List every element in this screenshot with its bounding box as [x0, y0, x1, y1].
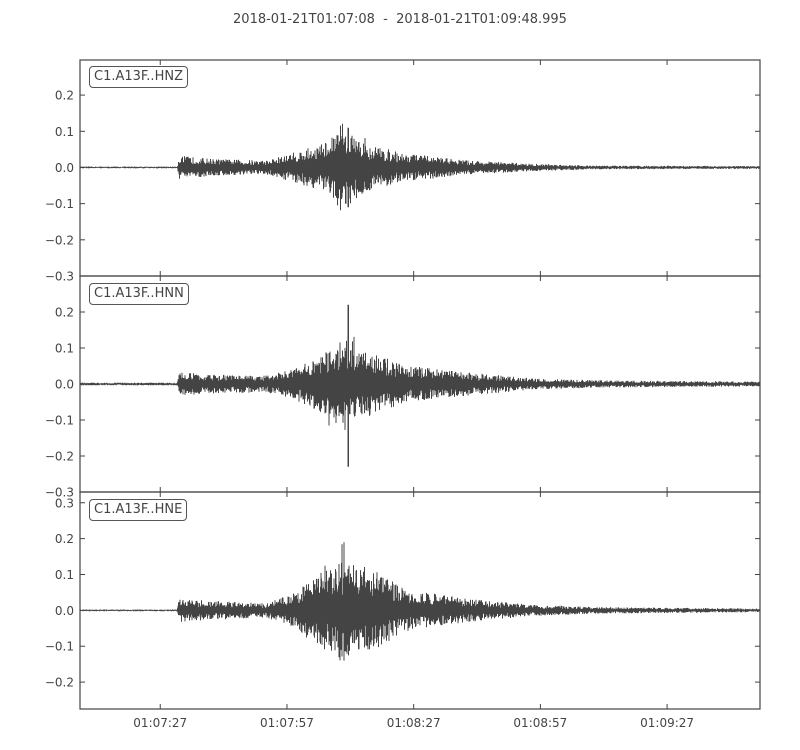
axes-frame [79, 491, 761, 710]
y-tick-label: 0.1 [55, 568, 74, 582]
channel-label-hnz: C1.A13F..HNZ [89, 66, 188, 88]
channel-label-hnn: C1.A13F..HNN [89, 283, 189, 305]
y-tick-label: −0.3 [45, 270, 74, 284]
waveform-trace-C1.A13F..HNZ [80, 123, 760, 211]
y-tick-label: 0.0 [55, 161, 74, 175]
y-tick-label: 0.2 [55, 89, 74, 103]
y-tick-label: 0.0 [55, 378, 74, 392]
y-tick-label: 0.0 [55, 604, 74, 618]
y-tick-label: 0.2 [55, 532, 74, 546]
y-tick-label: −0.1 [45, 414, 74, 428]
y-tick-label: −0.2 [45, 676, 74, 690]
x-tick-label: 01:07:57 [260, 716, 314, 730]
waveform-trace-C1.A13F..HNE [80, 542, 760, 661]
x-tick-label: 01:09:27 [640, 716, 694, 730]
x-tick-label: 01:08:27 [387, 716, 441, 730]
y-tick-label: −0.1 [45, 640, 74, 654]
y-tick-label: 0.1 [55, 125, 74, 139]
waveform-trace-C1.A13F..HNN [80, 304, 760, 467]
y-tick-label: −0.3 [45, 486, 74, 500]
y-tick-label: 0.2 [55, 306, 74, 320]
x-tick-label: 01:08:57 [513, 716, 567, 730]
y-tick-label: 0.3 [55, 496, 74, 510]
x-tick-label: 01:07:27 [133, 716, 187, 730]
y-tick-label: 0.1 [55, 342, 74, 356]
y-tick-label: −0.1 [45, 197, 74, 211]
chart-title: 2018-01-21T01:07:08 - 2018-01-21T01:09:4… [233, 12, 567, 27]
y-tick-label: −0.2 [45, 233, 74, 247]
channel-label-hne: C1.A13F..HNE [89, 499, 188, 521]
y-tick-label: −0.2 [45, 450, 74, 464]
